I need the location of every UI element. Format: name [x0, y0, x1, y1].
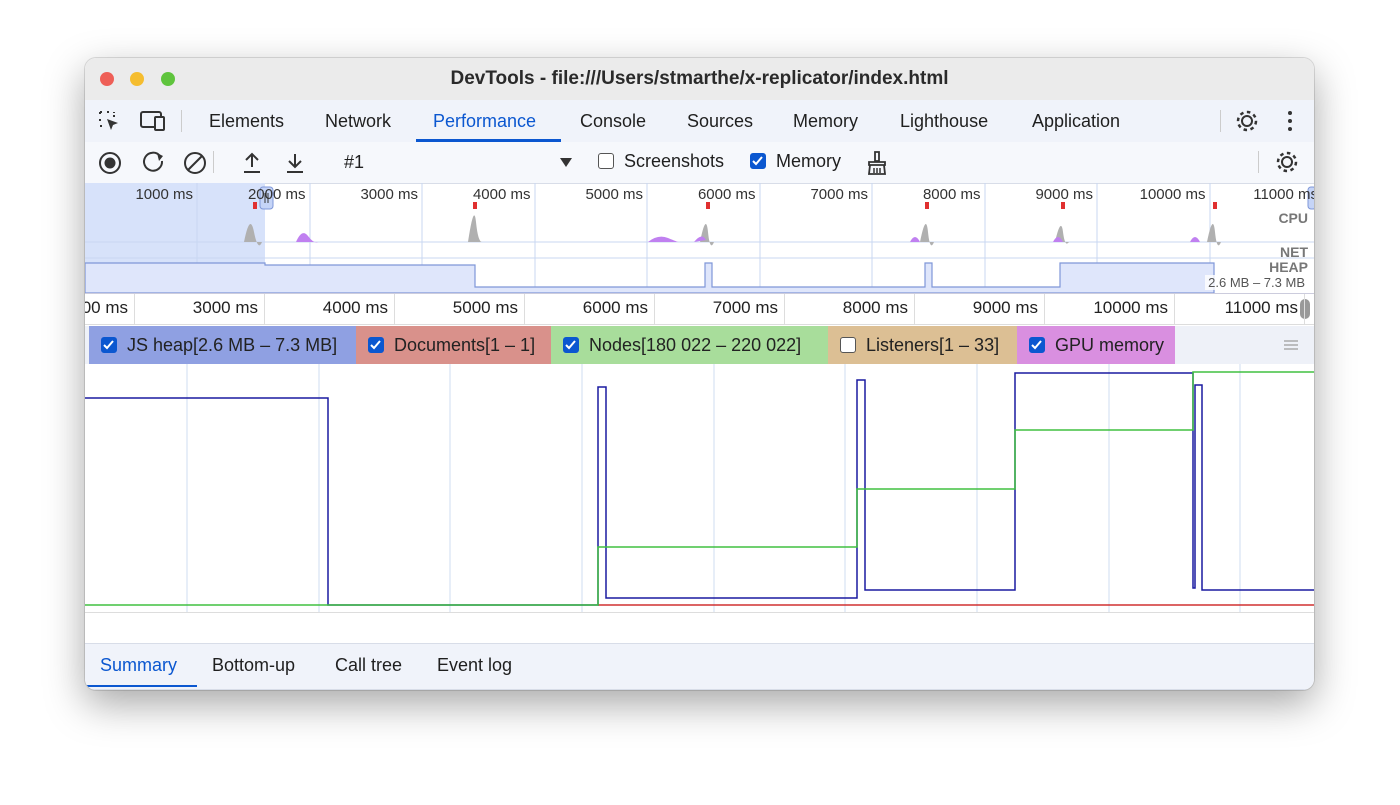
ruler-tick-label: 11000 ms [1224, 298, 1298, 317]
overview-tick-label: 8000 ms [922, 186, 981, 203]
timeline-overview[interactable]: 1000 ms 2000 ms 3000 ms 4000 ms 5000 ms 6000 … [85, 183, 1314, 294]
ruler-tick [654, 294, 655, 324]
checkbox-label: Screenshots [624, 151, 725, 171]
counter-checkbox[interactable] [101, 337, 117, 353]
track-label: NET [1280, 244, 1308, 260]
ruler-tick [914, 294, 915, 324]
overview-tick-label: 2000 ms [247, 186, 306, 203]
ruler-tick-label: 4000 ms [322, 298, 388, 317]
ruler-tick [394, 294, 395, 324]
counter-label: Documents[1 – 1] [394, 335, 536, 355]
overview-tick-label: 3000 ms [360, 186, 418, 203]
ruler-tick-label: 9000 ms [972, 298, 1038, 317]
checkbox-label: Memory [776, 151, 842, 171]
dropdown-arrow[interactable] [559, 156, 573, 168]
ruler-tick-label: 10000 ms [1093, 298, 1168, 317]
tab[interactable]: Lighthouse [900, 111, 989, 131]
tab[interactable]: Memory [793, 111, 859, 131]
close-button[interactable] [100, 72, 114, 86]
bottom-tab[interactable]: Summary [100, 655, 178, 675]
overview-tick-label: 7000 ms [810, 186, 868, 203]
checkbox[interactable] [750, 153, 766, 169]
ruler-tick [134, 294, 135, 324]
ruler-tick-label: 7000 ms [712, 298, 778, 317]
tab[interactable]: Network [325, 111, 392, 131]
title-bar: DevTools - file:///Users/stmarthe/x-repl… [85, 58, 1314, 101]
counter-label: GPU memory [1055, 335, 1165, 355]
ruler-tick-label: 3000 ms [192, 298, 258, 317]
toolbar: #1 Screenshots Memory [85, 142, 1314, 184]
capture-settings[interactable] [1275, 150, 1301, 176]
ruler-tick-label: 5000 ms [452, 298, 518, 317]
counter-checkbox[interactable] [1029, 337, 1045, 353]
counter-toggle[interactable]: Nodes[180 022 – 220 022] [551, 326, 828, 364]
overview-tick-label: 6000 ms [697, 186, 756, 203]
ruler-tick [1044, 294, 1045, 324]
zoom-button[interactable] [161, 72, 175, 86]
counter-label: Listeners[1 – 33] [866, 335, 1000, 355]
overview-graphs [85, 183, 1314, 293]
overview-tick-label: 9000 ms [1035, 186, 1093, 203]
bottom-tab-bar: Summary Bottom-up Call tree Event log [85, 643, 1314, 690]
collect-garbage[interactable] [865, 150, 889, 176]
devtools-window: DevTools - file:///Users/stmarthe/x-repl… [85, 58, 1314, 690]
ruler-tick-label: 8000 ms [842, 298, 908, 317]
toolbar-checkbox[interactable]: Screenshots [598, 151, 724, 172]
recording-select[interactable]: #1 [344, 152, 365, 172]
counter-toggle[interactable]: Listeners[1 – 33] [828, 326, 1017, 364]
ruler-tick [524, 294, 525, 324]
bottom-tab[interactable]: Event log [437, 655, 513, 675]
counter-toggle[interactable]: JS heap[2.6 MB – 7.3 MB] [89, 326, 356, 364]
active-tab-indicator [85, 685, 197, 687]
tab[interactable]: Sources [687, 111, 754, 131]
window-title: DevTools - file:///Users/stmarthe/x-repl… [450, 68, 949, 89]
track-label: HEAP [1269, 259, 1308, 275]
counter-toggle[interactable]: GPU memory [1017, 326, 1175, 364]
tab-bar: Elements Network Performance Console Sources… [85, 100, 1314, 143]
tab[interactable]: Elements [209, 111, 285, 131]
tab[interactable]: Console [580, 111, 647, 131]
overview-tick-label: 4000 ms [472, 186, 531, 203]
counter-toggle[interactable]: Documents[1 – 1] [356, 326, 551, 364]
overview-tick-label: 10000 ms [1139, 186, 1206, 203]
ruler-tick [1174, 294, 1175, 324]
bottom-tab[interactable]: Bottom-up [212, 655, 296, 675]
heap-range: 2.6 MB – 7.3 MB [1205, 275, 1308, 290]
overview-tick-label: 5000 ms [585, 186, 643, 203]
ruler-tick-label: 6000 ms [582, 298, 648, 317]
ruler-tick-label: 2000 ms [85, 298, 128, 317]
active-tab-indicator [416, 139, 561, 142]
counter-label: JS heap[2.6 MB – 7.3 MB] [127, 335, 338, 355]
time-ruler: 2000 ms 3000 ms 4000 ms 5000 ms 6000 ms 7000 … [85, 294, 1314, 325]
tab[interactable]: Application [1032, 111, 1121, 131]
tab[interactable]: Performance [433, 111, 537, 131]
track-label: CPU [1278, 210, 1308, 226]
toolbar-icons[interactable] [95, 150, 315, 176]
ruler-tick [784, 294, 785, 324]
bottom-tab[interactable]: Call tree [335, 655, 403, 675]
counter-checkbox[interactable] [368, 337, 384, 353]
toolbar-checkbox[interactable]: Memory [750, 151, 841, 172]
overview-tick-label: 1000 ms [135, 186, 193, 203]
counter-checkbox[interactable] [563, 337, 579, 353]
ruler-tick [1304, 294, 1305, 324]
settings-and-menu[interactable] [1235, 109, 1305, 133]
memory-graph [85, 364, 1314, 612]
minimize-button[interactable] [130, 72, 144, 86]
counter-legend: JS heap[2.6 MB – 7.3 MB] Documents[1 – 1]… [85, 326, 1314, 364]
counter-checkbox[interactable] [840, 337, 856, 353]
ruler-tick [264, 294, 265, 324]
counter-label: Nodes[180 022 – 220 022] [589, 335, 802, 355]
inspect-icons[interactable] [97, 109, 177, 133]
checkbox[interactable] [598, 153, 614, 169]
overview-tick-label: 11000 ms [1253, 186, 1314, 203]
